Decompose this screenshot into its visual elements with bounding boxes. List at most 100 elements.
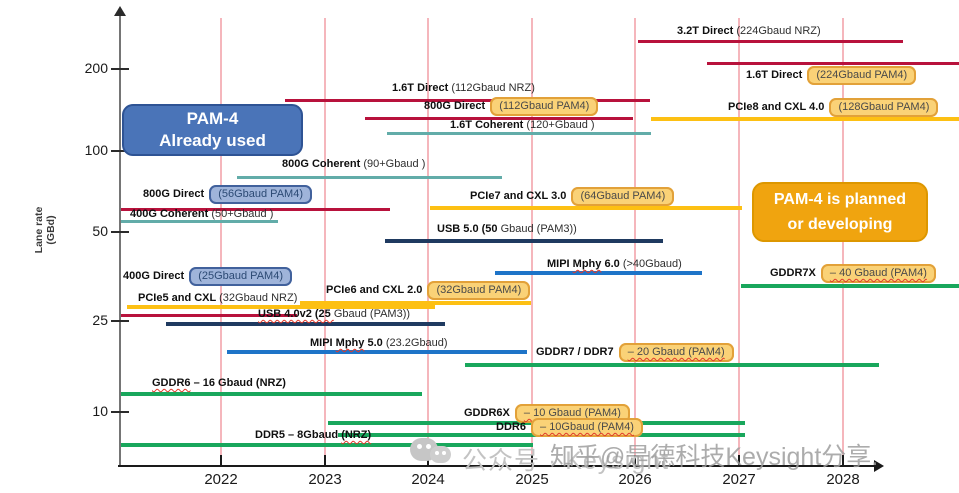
bar-gddr7x <box>741 284 959 288</box>
label-part: 400G Direct <box>123 270 188 282</box>
pam4-already-used-callout: PAM-4 Already used <box>122 104 303 156</box>
bar-800g-direct-56 <box>120 207 390 211</box>
label-part: GDDR7X <box>770 267 819 279</box>
label-part: 1.6T Direct <box>746 69 806 81</box>
bar-400g-coherent <box>120 219 278 223</box>
label-part: USB 5.0 (50 <box>437 223 501 235</box>
label-part: Gbaud (PAM3)) <box>500 223 577 235</box>
bar-400g-direct <box>121 313 297 317</box>
label-800g-direct-56: 800G Direct (56Gbaud PAM4) <box>143 185 312 204</box>
label-pcie5-cxl: PCIe5 and CXL (32Gbaud NRZ) <box>138 292 297 305</box>
label-part: (112Gbaud NRZ) <box>451 82 535 94</box>
label-pcie6-cxl-2-0: PCIe6 and CXL 2.0 (32Gbaud PAM4) <box>326 281 531 300</box>
label-1-6t-coherent: 1.6T Coherent (120+Gbaud ) <box>450 119 595 132</box>
x-tick-label-2025: 2025 <box>515 471 549 488</box>
label-part: PCIe8 and CXL 4.0 <box>728 101 828 113</box>
label-400g-direct: 400G Direct (25Gbaud PAM4) <box>123 267 292 286</box>
label-mipi-mphy-6-0: MIPI Mphy 6.0 (>40Gbaud) <box>547 258 682 271</box>
label-1-6t-direct-pam4: 1.6T Direct (224Gbaud PAM4) <box>746 66 917 85</box>
x-tick-label-2026: 2026 <box>618 471 652 488</box>
y-tick-25 <box>111 320 129 322</box>
label-mipi-mphy-5-0: MIPI Mphy 5.0 (23.2Gbaud) <box>310 337 448 350</box>
label-part: Mphy <box>572 258 602 270</box>
bar-800g-coherent <box>237 175 502 179</box>
label-part: PCIe7 and CXL 3.0 <box>470 190 570 202</box>
x-axis-arrow-icon <box>874 460 884 472</box>
label-part: USB 4.0v2 (25 <box>258 308 334 320</box>
label-part: (224Gbaud PAM4) <box>807 66 917 85</box>
y-tick-label-50: 50 <box>92 223 108 239</box>
x-tick-2026 <box>634 455 636 466</box>
label-part: DDR6 <box>496 421 530 433</box>
label-part: (224Gbaud NRZ) <box>736 25 821 37</box>
label-part: – 20 Gbaud (PAM4) <box>618 343 734 362</box>
label-part: DDR5 – 8Gbaud <box>255 429 342 441</box>
pam4-already-used-line1: PAM-4 <box>186 109 239 128</box>
x-tick-2022 <box>220 455 222 466</box>
label-part: (25Gbaud PAM4) <box>189 267 292 286</box>
label-part: 1.6T Coherent <box>450 119 527 131</box>
y-axis-line <box>119 16 121 466</box>
label-part: (90+Gbaud ) <box>363 158 426 170</box>
x-tick-label-2024: 2024 <box>411 471 445 488</box>
label-ddr5: DDR5 – 8Gbaud (NRZ) <box>255 429 371 442</box>
y-axis-title: Lane rate (GBd) <box>33 187 57 273</box>
y-tick-label-10: 10 <box>92 403 108 419</box>
x-tick-2024 <box>427 455 429 466</box>
y-axis-arrow-icon <box>114 6 126 16</box>
y-tick-label-100: 100 <box>84 142 108 158</box>
y-axis-title-line1: Lane rate <box>33 206 45 254</box>
label-part: GDDR7 / DDR7 <box>536 346 617 358</box>
pam4-already-used-line2: Already used <box>159 131 266 150</box>
bar-gddr6 <box>120 392 422 396</box>
bar-mipi-mphy-5-0 <box>227 350 527 354</box>
label-gddr7x: GDDR7X – 40 Gbaud (PAM4) <box>770 264 936 283</box>
x-tick-label-2028: 2028 <box>826 471 860 488</box>
label-part: 400G Coherent <box>130 208 212 220</box>
label-part: (32Gbaud PAM4) <box>427 281 531 300</box>
bar-usb-4-0v2 <box>166 322 445 326</box>
label-part: 800G Direct <box>143 188 208 200</box>
label-part: (120+Gbaud ) <box>526 119 595 131</box>
y-tick-label-200: 200 <box>84 60 108 76</box>
y-axis-title-line2: (GBd) <box>45 215 57 245</box>
label-800g-coherent: 800G Coherent (90+Gbaud ) <box>282 158 425 171</box>
x-tick-2027 <box>738 455 740 466</box>
bar-pcie6-cxl-2-0 <box>300 301 531 305</box>
label-part: 1.6T Direct <box>392 82 452 94</box>
label-usb-4-0v2: USB 4.0v2 (25 Gbaud (PAM3)) <box>258 308 410 321</box>
label-part: MIPI <box>310 337 336 349</box>
label-part: (112Gbaud PAM4) <box>490 97 599 116</box>
label-part: (NRZ) <box>341 429 372 441</box>
label-part: (128Gbaud PAM4) <box>829 98 939 117</box>
label-part: 5.0 <box>364 337 386 349</box>
label-800g-direct-pam4: 800G Direct (112Gbaud PAM4) <box>424 97 599 116</box>
label-ddr6: DDR6 – 10Gbaud (PAM4) <box>496 418 643 437</box>
label-part: (64Gbaud PAM4) <box>571 187 675 206</box>
label-part: Gbaud (PAM3)) <box>333 308 411 320</box>
label-gddr6: GDDR6 – 16 Gbaud (NRZ) <box>152 377 286 390</box>
y-tick-label-25: 25 <box>92 312 108 328</box>
label-part: MIPI <box>547 258 573 270</box>
x-tick-label-2027: 2027 <box>722 471 756 488</box>
label-part: 3.2T Direct <box>677 25 737 37</box>
label-part: (50+Gbaud ) <box>211 208 274 220</box>
bar-usb-5-0 <box>385 239 663 243</box>
label-part: GDDR6 <box>152 377 191 389</box>
label-usb-5-0: USB 5.0 (50 Gbaud (PAM3)) <box>437 223 577 236</box>
label-part: (56Gbaud PAM4) <box>209 185 312 204</box>
bar-1-6t-coherent <box>387 131 651 135</box>
y-tick-10 <box>111 411 129 413</box>
label-part: Mphy <box>335 337 365 349</box>
x-tick-2028 <box>842 455 844 466</box>
pam4-planned-line2: or developing <box>787 216 893 233</box>
label-400g-coherent: 400G Coherent (50+Gbaud ) <box>130 208 273 221</box>
y-tick-200 <box>111 68 129 70</box>
label-part: PCIe6 and CXL 2.0 <box>326 284 426 296</box>
label-pcie8-cxl-4-0: PCIe8 and CXL 4.0 (128Gbaud PAM4) <box>728 98 939 117</box>
label-part: GDDR6X <box>464 407 513 419</box>
label-part: (>40Gbaud) <box>622 258 682 270</box>
bar-800g-direct-pam4 <box>365 116 633 120</box>
gridline-2027 <box>738 18 740 466</box>
bar-1-6t-direct-pam4 <box>707 61 959 65</box>
